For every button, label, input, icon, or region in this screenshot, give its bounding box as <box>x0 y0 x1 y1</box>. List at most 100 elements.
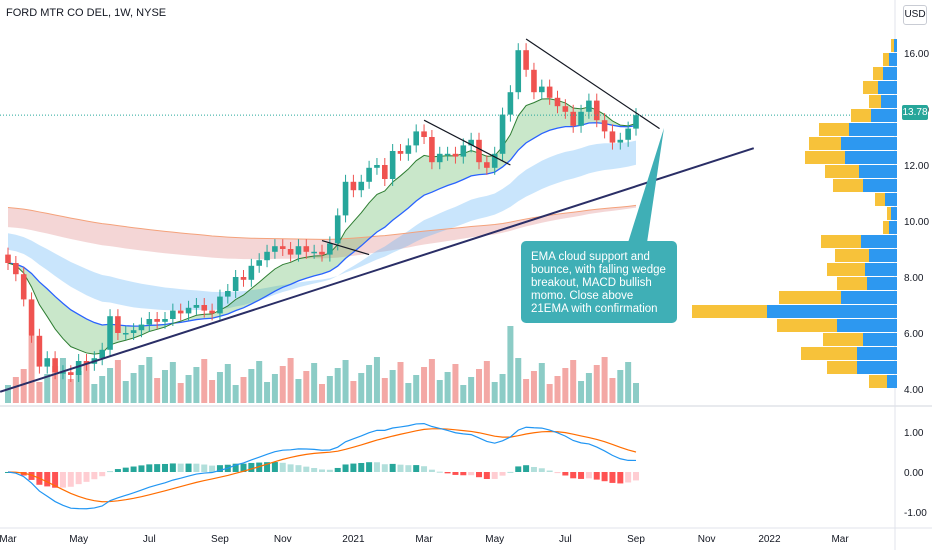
macd-histogram-bar <box>397 464 404 472</box>
candle-body <box>272 246 278 252</box>
volume-profile-up <box>837 277 867 290</box>
volume-bar <box>625 362 632 403</box>
time-tick-label: 2021 <box>342 534 365 545</box>
candle-body <box>531 69 537 93</box>
currency-label[interactable]: USD <box>903 5 927 25</box>
macd-histogram-bar <box>334 467 341 472</box>
candle-body <box>452 153 459 157</box>
candle-body <box>217 296 223 314</box>
volume-profile-down <box>878 81 897 94</box>
volume-profile-up <box>805 151 845 164</box>
volume-bar <box>499 374 506 403</box>
macd-histogram-bar <box>593 472 600 480</box>
candle-body <box>75 361 82 375</box>
volume-profile-down <box>883 67 897 80</box>
volume-bar <box>397 362 404 403</box>
price-tick-label: 16.00 <box>904 49 929 60</box>
volume-bar <box>279 366 286 403</box>
volume-bar <box>358 373 365 403</box>
volume-bar <box>264 382 271 403</box>
candle-body <box>225 291 231 297</box>
volume-bar <box>311 363 318 403</box>
candle-body <box>507 92 514 115</box>
macd-histogram-bar <box>248 462 255 472</box>
candle-body <box>444 153 451 156</box>
macd-histogram-bar <box>515 466 522 472</box>
candle-body <box>52 358 58 373</box>
volume-bar <box>523 379 530 403</box>
candle-body <box>240 277 247 280</box>
price-tick-label: 6.00 <box>904 329 924 340</box>
trendline-wedge-top <box>525 38 660 130</box>
time-tick-label: Mar <box>0 534 17 545</box>
volume-bar <box>295 379 302 403</box>
volume-bar <box>578 381 585 403</box>
volume-bar <box>342 360 349 403</box>
volume-profile-down <box>845 151 897 164</box>
volume-bar <box>633 383 639 403</box>
candle-body <box>499 114 506 154</box>
macd-histogram-bar <box>617 472 624 484</box>
volume-bar <box>609 378 616 403</box>
candle-body <box>484 162 490 168</box>
candle-body <box>539 86 545 93</box>
macd-histogram-bar <box>421 466 428 472</box>
volume-profile-up <box>779 291 841 304</box>
volume-bar <box>326 376 333 403</box>
volume-bar <box>169 362 176 403</box>
volume-profile-down <box>889 221 897 234</box>
macd-histogram-bar <box>169 463 176 472</box>
volume-bar <box>122 381 129 403</box>
volume-bar <box>185 375 192 403</box>
candle-body <box>68 372 74 375</box>
volume-bar <box>593 365 600 403</box>
volume-bar <box>20 369 27 403</box>
volume-bar <box>154 378 161 403</box>
candle-body <box>617 139 624 143</box>
volume-profile-up <box>883 221 889 234</box>
volume-profile-down <box>859 165 897 178</box>
price-tick-label: 8.00 <box>904 273 924 284</box>
candle-body <box>523 50 529 70</box>
volume-bar <box>491 382 498 403</box>
macd-histogram-bar <box>601 472 608 482</box>
candle-body <box>460 145 467 157</box>
macd-histogram-bar <box>444 472 451 474</box>
candle-body <box>601 120 608 132</box>
volume-bar <box>232 385 239 403</box>
volume-bar <box>530 371 537 403</box>
volume-profile-up <box>827 361 857 374</box>
macd-histogram-bar <box>585 472 592 479</box>
macd-histogram-bar <box>625 472 632 483</box>
candle-body <box>162 319 168 322</box>
volume-bar <box>476 369 482 403</box>
candle-body <box>382 165 388 179</box>
time-tick-label: Jul <box>559 534 572 545</box>
macd-histogram-bar <box>240 463 247 472</box>
volume-bar <box>554 376 561 403</box>
macd-histogram-bar <box>138 465 145 472</box>
macd-histogram-bar <box>507 471 514 473</box>
volume-bar <box>452 364 459 403</box>
annotation-note[interactable]: EMA cloud support and bounce, with falli… <box>521 241 677 323</box>
macd-histogram-bar <box>342 464 349 472</box>
volume-bar <box>67 379 74 403</box>
volume-bar <box>240 377 247 403</box>
macd-histogram-bar <box>216 465 223 472</box>
candle-body <box>570 111 576 126</box>
candle-body <box>146 319 153 325</box>
volume-profile-up <box>869 95 881 108</box>
volume-profile-up <box>863 81 878 94</box>
macd-histogram-bar <box>405 465 412 472</box>
macd-histogram-bar <box>460 472 467 476</box>
candle-body <box>83 361 90 364</box>
time-tick-label: Jul <box>143 534 156 545</box>
volume-profile-down <box>894 39 897 52</box>
volume-bar <box>248 369 255 403</box>
macd-histogram-bar <box>67 472 74 487</box>
macd-histogram-bar <box>271 462 278 472</box>
macd-histogram-bar <box>303 466 310 472</box>
volume-bar <box>460 385 467 403</box>
